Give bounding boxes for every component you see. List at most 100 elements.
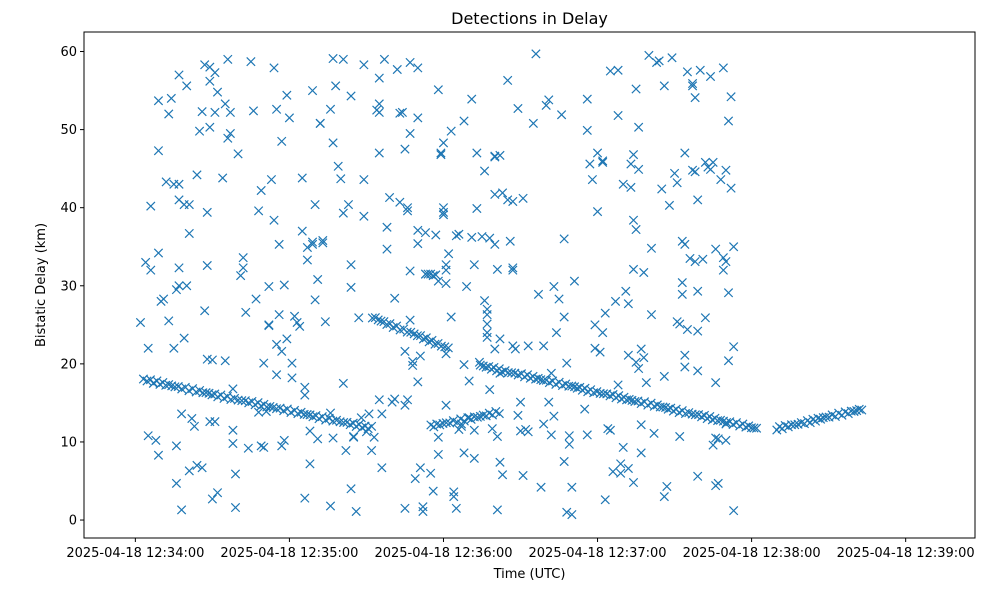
data-point — [271, 404, 282, 414]
data-point — [721, 435, 731, 446]
data-point — [153, 450, 164, 460]
data-point — [320, 317, 330, 327]
x-tick-label: 2025-04-18 12:34:00 — [66, 546, 204, 561]
data-point — [729, 342, 739, 352]
data-point — [690, 167, 700, 177]
data-point — [849, 406, 859, 417]
data-point — [374, 73, 384, 83]
data-point — [459, 448, 469, 458]
data-point — [669, 168, 680, 178]
data-point — [598, 328, 608, 338]
data-point — [151, 435, 161, 446]
data-point — [338, 378, 348, 389]
data-point — [333, 161, 343, 171]
data-point — [636, 344, 646, 354]
data-point — [328, 53, 338, 64]
data-point — [490, 189, 500, 200]
data-point — [277, 346, 287, 356]
data-point — [456, 421, 467, 431]
data-point — [325, 408, 336, 418]
data-point — [200, 306, 210, 316]
data-point — [608, 467, 618, 477]
data-point — [515, 426, 526, 436]
data-point — [495, 150, 505, 161]
data-point — [559, 312, 569, 322]
data-point — [721, 165, 731, 175]
data-point — [538, 341, 549, 351]
data-point — [479, 295, 490, 306]
data-point — [307, 239, 318, 250]
data-point — [143, 431, 153, 441]
data-point — [359, 60, 369, 70]
data-point — [274, 239, 284, 250]
data-point — [441, 400, 451, 410]
data-point — [287, 373, 297, 383]
data-point — [438, 203, 449, 213]
data-point — [854, 404, 864, 414]
data-point — [395, 197, 405, 207]
data-point — [174, 179, 184, 189]
data-point — [277, 136, 287, 146]
data-point — [438, 210, 449, 220]
data-point — [590, 343, 600, 353]
data-point — [623, 463, 633, 474]
data-point — [580, 404, 590, 414]
data-point — [531, 49, 541, 59]
data-point — [630, 396, 640, 407]
data-point — [677, 289, 687, 299]
data-point — [436, 149, 446, 160]
data-point — [585, 159, 595, 169]
data-point — [572, 383, 582, 393]
data-point — [207, 494, 218, 504]
data-point — [449, 487, 459, 497]
data-point — [518, 470, 528, 481]
data-point — [282, 90, 292, 100]
data-point — [164, 109, 174, 119]
data-point — [618, 179, 628, 189]
data-point — [523, 341, 533, 351]
data-point — [631, 357, 641, 367]
data-point — [225, 107, 235, 118]
data-point — [397, 107, 408, 118]
data-point — [687, 78, 698, 89]
data-point — [481, 362, 491, 372]
data-point — [164, 379, 174, 390]
data-point — [646, 243, 657, 253]
data-point — [297, 173, 307, 183]
x-tick-label: 2025-04-18 12:36:00 — [374, 546, 512, 561]
data-point — [271, 370, 282, 380]
data-point — [713, 478, 723, 488]
data-point — [328, 138, 338, 148]
data-point — [469, 453, 479, 463]
data-point — [662, 481, 672, 492]
data-point — [266, 174, 277, 185]
data-point — [680, 362, 690, 372]
data-point — [318, 235, 328, 246]
data-point — [451, 503, 461, 513]
data-point — [659, 371, 669, 381]
data-point — [490, 239, 500, 250]
data-point — [497, 470, 508, 480]
x-tick-label: 2025-04-18 12:35:00 — [220, 546, 358, 561]
data-point — [435, 420, 445, 430]
data-point — [418, 502, 428, 512]
data-point — [202, 260, 212, 271]
data-point — [244, 398, 254, 408]
data-point — [346, 91, 356, 101]
data-point — [271, 339, 282, 349]
x-tick-label: 2025-04-18 12:38:00 — [683, 546, 821, 561]
data-point — [536, 482, 546, 492]
data-point — [490, 344, 500, 354]
data-point — [464, 376, 474, 386]
data-point — [176, 505, 187, 515]
data-point — [313, 434, 323, 444]
data-point — [446, 126, 456, 136]
data-point — [634, 122, 644, 132]
data-point — [174, 70, 184, 80]
y-tick-label: 20 — [60, 357, 77, 372]
data-point — [562, 358, 572, 368]
data-point — [289, 311, 300, 321]
data-point — [654, 56, 664, 66]
data-point — [623, 299, 633, 309]
data-point — [176, 409, 187, 419]
